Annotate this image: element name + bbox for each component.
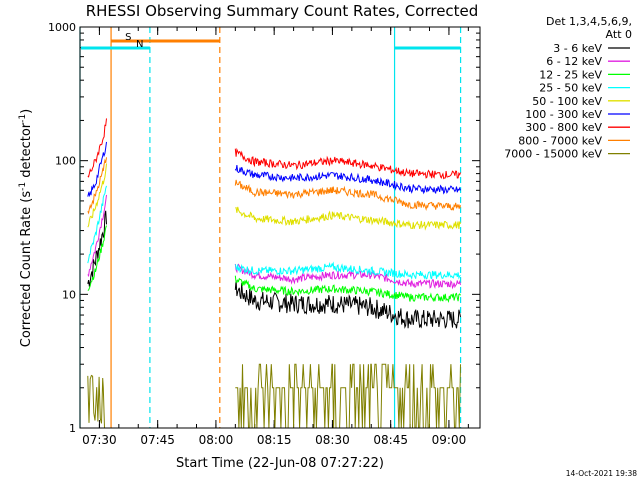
series-line: [87, 157, 461, 215]
x-axis-label: Start Time (22-Jun-08 07:27:22): [176, 456, 384, 471]
y-axis-label-mid: detector: [19, 122, 34, 182]
legend-entry-label: 300 - 800 keV: [525, 121, 602, 134]
legend-entry-label: 6 - 12 keV: [546, 55, 602, 68]
x-tick-label: 08:00: [199, 433, 234, 447]
series-line: [87, 210, 461, 329]
x-tick-label: 08:15: [257, 433, 292, 447]
series-line: [87, 118, 461, 180]
plot-area: SN: [79, 26, 480, 429]
legend-entry-label: 800 - 7000 keV: [518, 134, 602, 147]
footer-timestamp: 14-Oct-2021 19:38: [566, 469, 637, 478]
y-tick-label: 10: [62, 288, 76, 301]
series-line: [87, 141, 461, 198]
legend-entry-label: 3 - 6 keV: [553, 42, 602, 55]
legend-entry-label: 7000 - 15000 keV: [504, 148, 602, 161]
segment-label: S: [125, 32, 131, 43]
y-tick-label: 1: [69, 422, 76, 435]
series-line: [87, 185, 461, 281]
x-tick-label: 08:45: [373, 433, 408, 447]
x-tick-label: 08:30: [315, 433, 350, 447]
y-axis-label: Corrected Count Rate (s-1 detector-1): [18, 109, 34, 347]
series-line: [87, 194, 461, 290]
legend-header-line2: Att 0: [606, 28, 632, 41]
y-axis-label-sup1: -1: [18, 182, 28, 191]
y-axis-label-sup2: -1: [18, 114, 28, 123]
y-tick-label: 1000: [48, 21, 76, 34]
legend-entry-label: 25 - 50 keV: [539, 82, 602, 95]
plot-frame: [79, 26, 481, 429]
y-tick-label: 100: [55, 155, 76, 168]
legend-entry-label: 50 - 100 keV: [532, 95, 602, 108]
series-line: [87, 163, 461, 231]
chart-title: RHESSI Observing Summary Count Rates, Co…: [86, 2, 479, 20]
y-axis-label-main: Corrected Count Rate (s: [19, 191, 34, 348]
x-tick-label: 07:30: [82, 433, 117, 447]
legend-entry-label: 100 - 300 keV: [525, 108, 602, 121]
x-tick-labels: 07:30 07:45 08:00 08:15 08:30 08:45 09:00: [82, 433, 466, 447]
legend-entry-label: 12 - 25 keV: [539, 68, 602, 81]
legend-header-line1: Det 1,3,4,5,6,9,: [546, 15, 632, 28]
x-tick-label: 07:45: [140, 433, 175, 447]
segment-label: N: [136, 39, 143, 50]
series-line: [87, 225, 461, 303]
y-tick-labels: 1 10 100 1000: [48, 21, 76, 435]
y-axis-label-end: ): [19, 109, 34, 114]
x-tick-label: 09:00: [432, 433, 467, 447]
